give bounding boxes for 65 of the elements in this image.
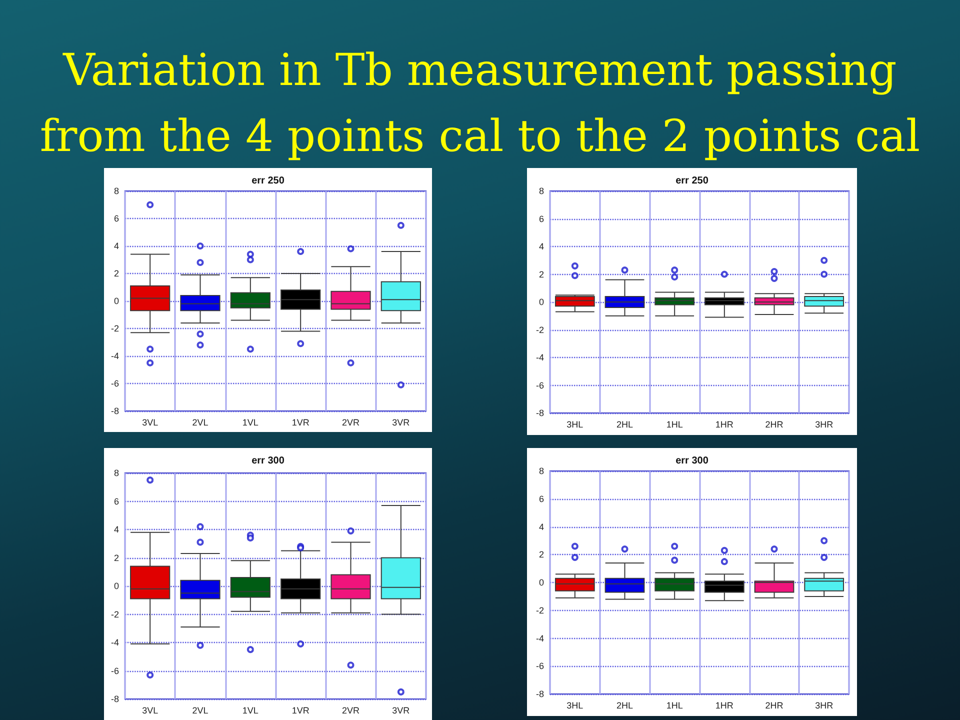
x-tick-label: 3VL xyxy=(142,706,158,716)
x-tick-label: 1HL xyxy=(666,700,683,710)
y-tick-label: -8 xyxy=(110,694,119,704)
y-tick-label: -8 xyxy=(536,408,544,418)
y-tick-label: 0 xyxy=(114,296,119,306)
y-tick-label: -4 xyxy=(536,633,544,644)
y-tick-label: 4 xyxy=(538,242,544,252)
y-tick-label: 6 xyxy=(538,494,544,504)
y-tick-label: 2 xyxy=(114,552,119,563)
y-tick-label: 4 xyxy=(114,524,119,534)
x-tick-label: 2VR xyxy=(342,706,360,716)
y-tick-label: -2 xyxy=(536,324,544,335)
x-tick-label: 3VL xyxy=(142,418,158,428)
x-tick-label: 1VR xyxy=(292,706,310,716)
x-tick-label: 3HL xyxy=(566,700,584,710)
y-tick-label: -8 xyxy=(536,689,544,699)
y-tick-label: 6 xyxy=(114,214,119,224)
y-tick-label: -2 xyxy=(536,605,544,616)
y-tick-label: 8 xyxy=(114,186,119,196)
x-tick-label: 3VR xyxy=(392,418,410,428)
y-tick-label: -6 xyxy=(110,666,119,676)
y-tick-label: 6 xyxy=(538,214,544,224)
y-tick-label: -4 xyxy=(110,638,119,648)
y-tick-label: -6 xyxy=(536,661,544,672)
y-tick-label: -6 xyxy=(536,380,544,390)
y-tick-label: 8 xyxy=(538,186,544,196)
y-tick-label: -6 xyxy=(110,378,119,388)
chart-title: err 250 xyxy=(252,176,285,186)
x-tick-label: 2VL xyxy=(192,706,208,716)
x-tick-label: 1HR xyxy=(715,700,734,710)
x-tick-label: 1VL xyxy=(242,418,258,428)
y-tick-label: -4 xyxy=(536,352,544,362)
y-tick-label: -2 xyxy=(110,609,119,620)
x-tick-label: 2VR xyxy=(342,418,360,428)
x-tick-label: 3HR xyxy=(815,420,834,430)
x-tick-label: 1HR xyxy=(715,420,734,430)
chart-title: err 250 xyxy=(676,176,709,186)
x-tick-label: 1VL xyxy=(242,706,258,716)
x-tick-label: 2HR xyxy=(765,420,784,430)
y-tick-label: -8 xyxy=(110,406,119,416)
y-tick-label: 8 xyxy=(114,468,119,478)
x-tick-label: 2HR xyxy=(765,700,784,710)
chart-title: err 300 xyxy=(676,456,709,466)
y-tick-label: 8 xyxy=(538,466,544,476)
y-tick-label: 4 xyxy=(538,522,544,532)
x-tick-label: 2VL xyxy=(192,418,208,428)
x-tick-label: 3VR xyxy=(392,706,410,716)
x-tick-label: 2HL xyxy=(616,420,634,430)
x-tick-label: 3HL xyxy=(566,420,584,430)
text: Variation in Tb measurement passing from the 4 points cal to the 2 points cal xyxy=(38,44,922,164)
y-tick-label: 6 xyxy=(114,496,119,506)
x-tick-label: 1HL xyxy=(666,420,683,430)
y-tick-label: 2 xyxy=(114,268,119,278)
x-tick-label: 3HR xyxy=(815,700,834,710)
y-tick-label: 0 xyxy=(538,297,544,307)
chart-title: err 300 xyxy=(252,456,285,466)
y-tick-label: -2 xyxy=(110,324,119,334)
y-tick-label: 0 xyxy=(114,581,119,591)
y-tick-label: 2 xyxy=(538,269,544,280)
x-tick-label: 2HL xyxy=(616,700,634,710)
y-tick-label: 4 xyxy=(114,241,119,251)
y-tick-label: -4 xyxy=(110,351,119,361)
y-tick-label: 0 xyxy=(538,578,544,588)
x-tick-label: 1VR xyxy=(292,418,310,428)
y-tick-label: 2 xyxy=(538,550,544,560)
